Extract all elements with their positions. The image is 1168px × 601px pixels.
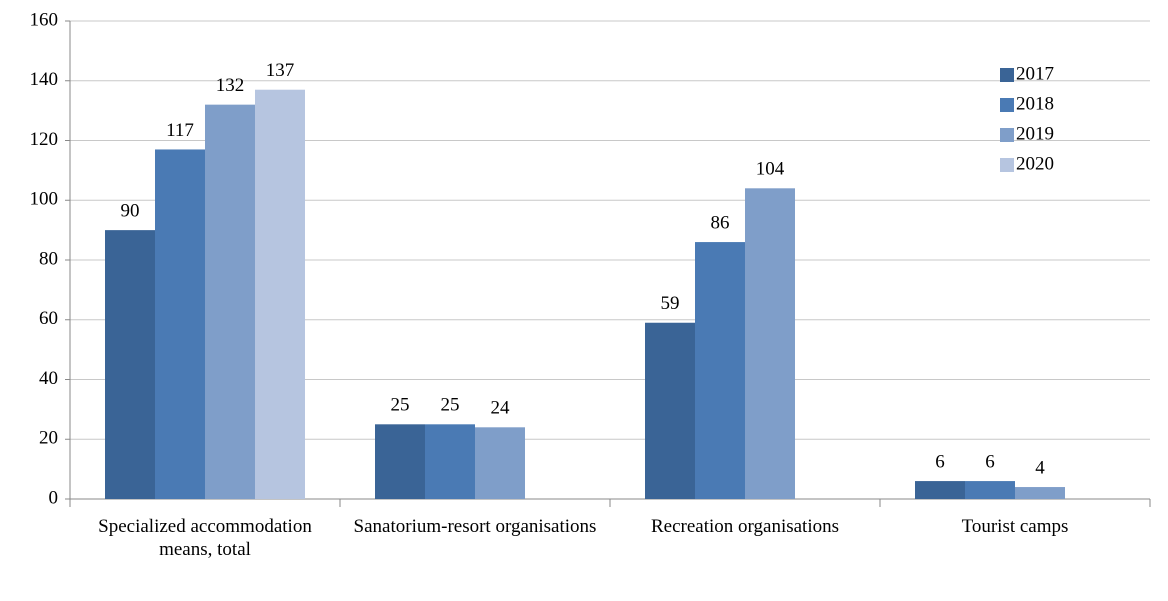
bar [475, 427, 525, 499]
data-label: 86 [711, 212, 730, 233]
bar [915, 481, 965, 499]
legend-swatch [1000, 158, 1014, 172]
data-label: 104 [756, 159, 785, 180]
x-tick-label: Tourist camps [961, 516, 1069, 537]
bar [425, 424, 475, 499]
legend-label: 2019 [1016, 123, 1054, 144]
y-tick-label: 20 [39, 428, 58, 449]
bar [375, 424, 425, 499]
y-tick-label: 120 [30, 129, 59, 150]
bar [745, 188, 795, 500]
legend-swatch [1000, 98, 1014, 112]
bar [645, 322, 695, 499]
legend-label: 2017 [1016, 63, 1054, 84]
bar [965, 481, 1015, 499]
y-tick-label: 0 [49, 487, 59, 508]
y-tick-label: 140 [30, 69, 59, 90]
x-tick-label: Recreation organisations [650, 516, 839, 537]
data-label: 90 [121, 200, 140, 221]
y-tick-label: 80 [39, 248, 58, 269]
legend-label: 2018 [1016, 93, 1054, 114]
legend-label: 2020 [1016, 153, 1054, 174]
bar [695, 242, 745, 499]
data-label: 137 [266, 60, 295, 81]
bar [255, 89, 305, 500]
bar [105, 230, 155, 499]
data-label: 4 [1035, 457, 1045, 478]
data-label: 25 [391, 395, 410, 416]
data-label: 6 [935, 451, 945, 472]
bar [155, 149, 205, 499]
y-tick-label: 40 [39, 368, 58, 389]
data-label: 24 [491, 398, 511, 419]
data-label: 132 [216, 75, 245, 96]
x-tick-label: Sanatorium-resort organisations [353, 516, 597, 537]
x-tick-label: Specialized accommodation means, total [98, 516, 312, 560]
data-label: 25 [441, 395, 460, 416]
legend-swatch [1000, 68, 1014, 82]
data-label: 59 [661, 293, 680, 314]
data-label: 117 [166, 120, 194, 141]
bar [1015, 487, 1065, 499]
legend-swatch [1000, 128, 1014, 142]
y-tick-label: 160 [30, 9, 59, 30]
y-tick-label: 60 [39, 308, 58, 329]
bar [205, 104, 255, 500]
data-label: 6 [985, 451, 995, 472]
y-tick-label: 100 [30, 189, 59, 210]
